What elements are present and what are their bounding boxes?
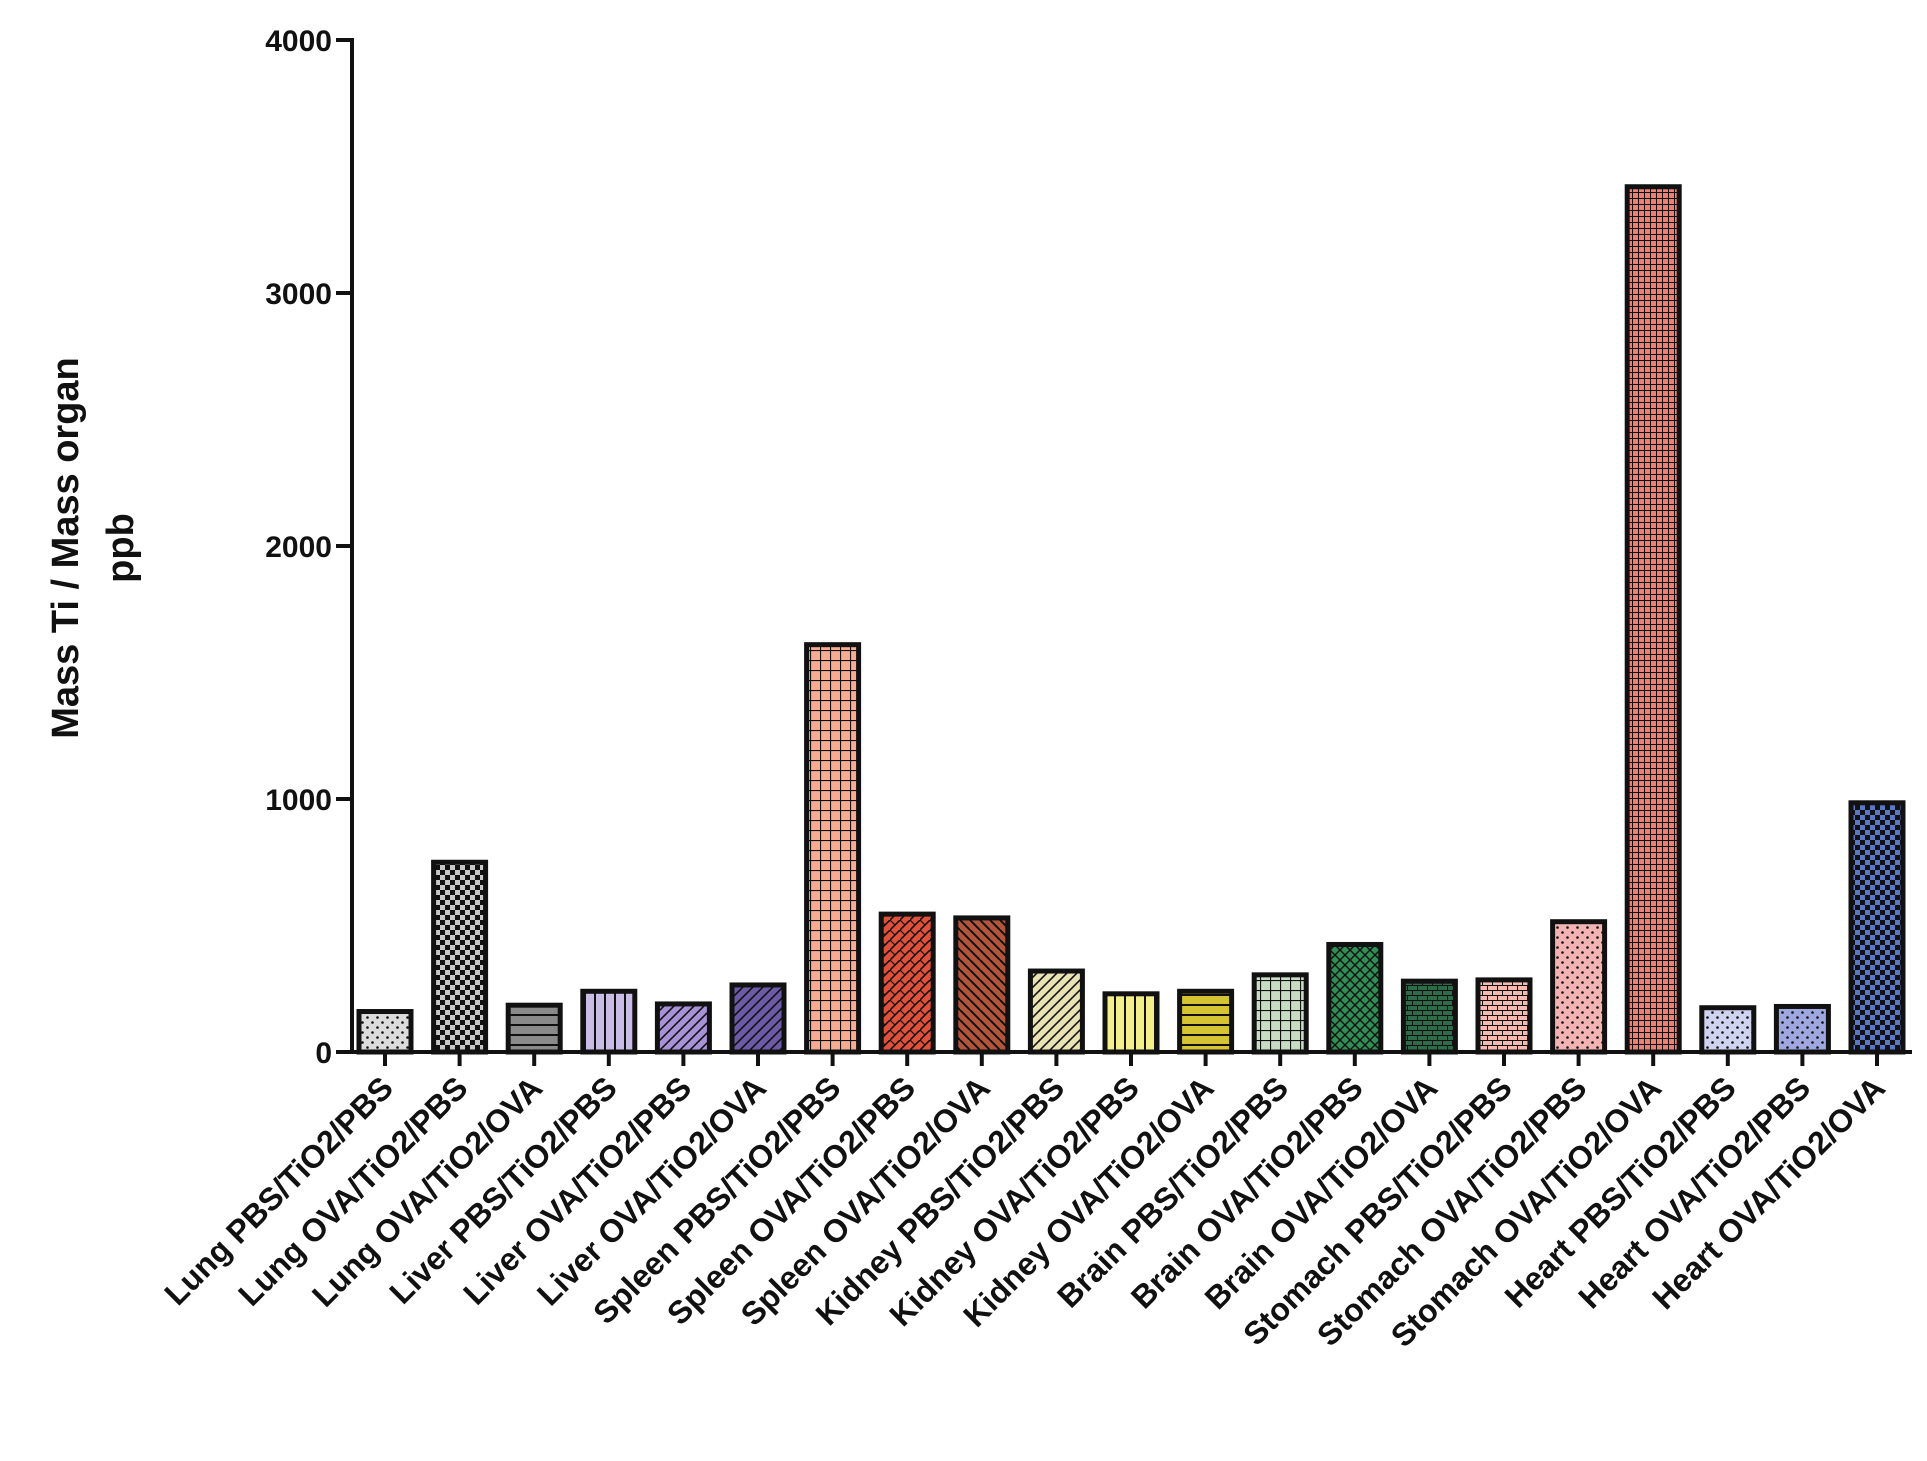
y-axis-unit-label: ppb <box>100 513 142 583</box>
bar-13 <box>1251 972 1309 1055</box>
bar-1 <box>356 1009 414 1055</box>
bar-14 <box>1326 941 1384 1055</box>
bar-21 <box>1848 800 1906 1055</box>
bar-17 <box>1550 919 1608 1055</box>
bar-16 <box>1475 977 1533 1055</box>
y-tick-label-3000: 3000 <box>265 278 332 311</box>
bar-8 <box>878 911 936 1055</box>
y-tick-label-1000: 1000 <box>265 784 332 817</box>
bar-11 <box>1102 991 1160 1055</box>
y-tick-label-4000: 4000 <box>265 25 332 58</box>
bars-group <box>356 184 1906 1055</box>
bar-18 <box>1624 184 1682 1055</box>
bar-19 <box>1699 1005 1757 1055</box>
bar-12 <box>1177 988 1235 1055</box>
y-axis-title: Mass Ti / Mass organ ppb <box>45 357 142 739</box>
y-axis-label: Mass Ti / Mass organ <box>45 357 87 739</box>
bar-2 <box>431 859 489 1055</box>
y-tick-label-0: 0 <box>315 1037 332 1070</box>
bar-20 <box>1773 1003 1831 1055</box>
bar-5 <box>654 1001 712 1055</box>
bar-4 <box>580 988 638 1055</box>
bar-3 <box>505 1002 563 1055</box>
bar-9 <box>953 915 1011 1055</box>
y-tick-label-2000: 2000 <box>265 531 332 564</box>
bar-15 <box>1400 978 1458 1055</box>
bar-6 <box>729 982 787 1055</box>
bar-7 <box>804 642 862 1055</box>
y-axis: 0 1000 2000 3000 4000 <box>265 25 354 1070</box>
bar-10 <box>1027 968 1085 1055</box>
